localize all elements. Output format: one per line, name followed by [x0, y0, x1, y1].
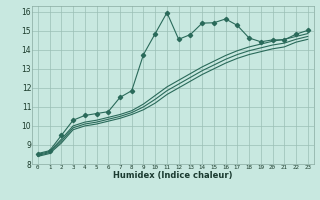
X-axis label: Humidex (Indice chaleur): Humidex (Indice chaleur): [113, 171, 233, 180]
